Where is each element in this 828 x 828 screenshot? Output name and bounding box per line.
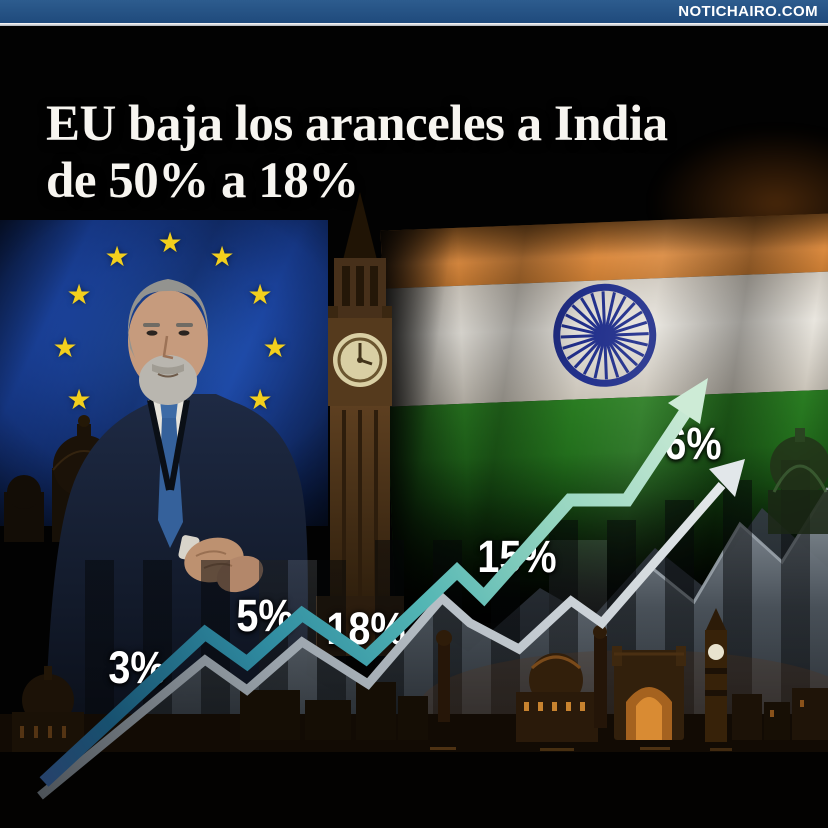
arrow-head-mint-icon bbox=[668, 378, 708, 424]
skyline-left-cluster bbox=[240, 682, 428, 740]
headline-line1: EU baja los aranceles a India bbox=[46, 96, 668, 152]
headline-line2: de 50% a 18% bbox=[46, 153, 359, 210]
masthead-divider bbox=[0, 23, 828, 26]
eu-star-icon: ★ bbox=[247, 384, 273, 415]
eu-star-icon: ★ bbox=[52, 332, 78, 363]
masthead-bar: NOTICHAIRO.COM bbox=[0, 0, 828, 23]
eu-star-icon: ★ bbox=[209, 241, 235, 272]
palace-dome bbox=[516, 625, 607, 742]
arrow-head-silver-icon bbox=[709, 459, 745, 497]
minar-tower bbox=[436, 630, 452, 722]
headline: EU baja los aranceles a India de 50% a 1… bbox=[46, 96, 806, 210]
india-flag bbox=[380, 213, 828, 627]
eu-star-icon: ★ bbox=[66, 279, 92, 310]
eu-star-icon: ★ bbox=[262, 332, 288, 363]
growth-line-silver bbox=[37, 459, 745, 800]
site-logo: NOTICHAIRO.COM bbox=[678, 3, 818, 20]
gateway-arch bbox=[612, 646, 686, 740]
small-big-ben bbox=[705, 608, 727, 742]
eu-star-icon: ★ bbox=[66, 384, 92, 415]
capitol-dome-right bbox=[768, 428, 828, 534]
waterline bbox=[0, 747, 828, 828]
skyline-right-cluster bbox=[732, 688, 828, 740]
growth-line-teal bbox=[39, 378, 708, 787]
eu-star-icon: ★ bbox=[247, 279, 273, 310]
eu-star-icon: ★ bbox=[157, 227, 183, 258]
eu-star-icon: ★ bbox=[104, 241, 130, 272]
